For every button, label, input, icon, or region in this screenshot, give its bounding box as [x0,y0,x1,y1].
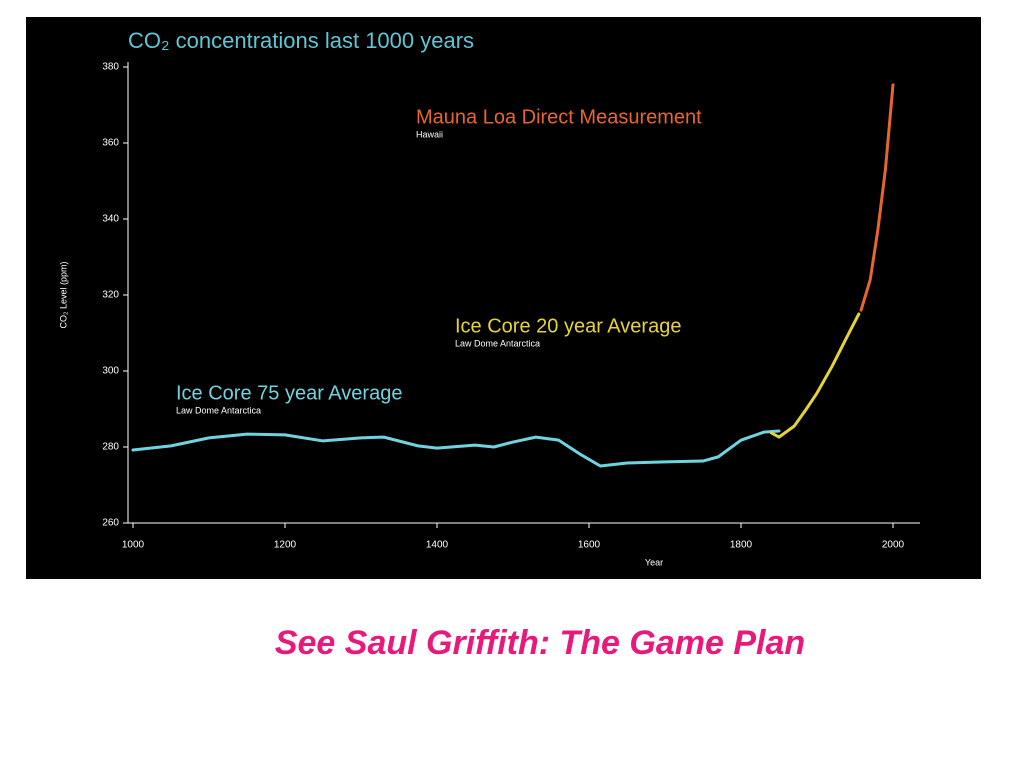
y-axis-label: CO₂ Level (ppm) [58,261,68,328]
chart-title: CO₂ concentrations last 1000 years [128,28,474,53]
series-line [131,429,781,468]
y-tick-label: 380 [102,62,119,73]
series-sublabel: Hawaii [416,129,443,139]
x-tick-label: 1400 [426,540,449,551]
series-sublabel: Law Dome Antarctica [176,405,261,415]
series-sublabel: Law Dome Antarctica [455,338,540,348]
series-label: Ice Core 75 year Average [176,382,402,404]
caption: See Saul Griffith: The Game Plan [275,624,805,662]
y-tick-label: 280 [102,442,119,453]
x-tick-label: 1200 [274,540,297,551]
x-axis-label: Year [645,557,663,567]
series-label: Mauna Loa Direct Measurement [416,106,702,128]
x-tick-label: 1600 [578,540,601,551]
x-tick-label: 1000 [122,540,145,551]
chart-panel [26,17,981,579]
series-label: Ice Core 20 year Average [455,315,681,337]
y-tick-label: 320 [102,290,119,301]
y-tick-label: 360 [102,138,119,149]
x-tick-label: 2000 [882,540,905,551]
y-tick-label: 340 [102,214,119,225]
y-tick-label: 300 [102,366,119,377]
series-line [859,83,895,312]
x-tick-label: 1800 [730,540,753,551]
y-tick-label: 260 [102,518,119,529]
series-line [769,312,861,439]
